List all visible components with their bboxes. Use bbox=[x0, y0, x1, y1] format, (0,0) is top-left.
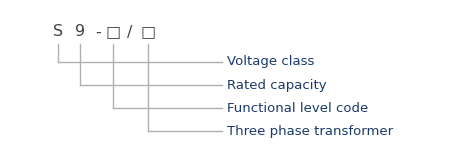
Text: □: □ bbox=[106, 25, 120, 39]
Text: Rated capacity: Rated capacity bbox=[227, 78, 327, 92]
Text: Voltage class: Voltage class bbox=[227, 55, 314, 69]
Text: Functional level code: Functional level code bbox=[227, 101, 368, 115]
Text: /: / bbox=[127, 25, 133, 39]
Text: S: S bbox=[53, 25, 63, 39]
Text: 9: 9 bbox=[75, 25, 85, 39]
Text: Three phase transformer: Three phase transformer bbox=[227, 124, 393, 137]
Text: □: □ bbox=[140, 25, 156, 39]
Text: -: - bbox=[95, 25, 101, 39]
